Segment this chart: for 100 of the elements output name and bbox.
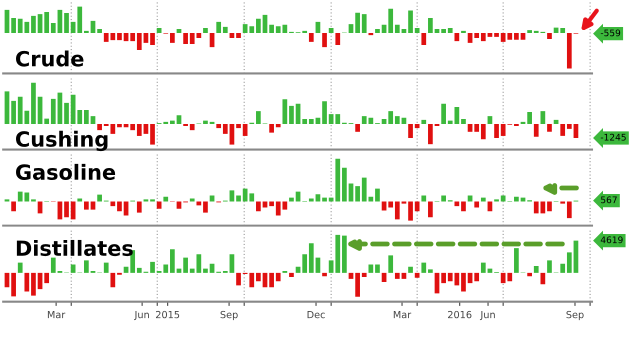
bar	[428, 201, 433, 218]
bar	[196, 254, 202, 273]
bar	[566, 124, 572, 129]
bar	[375, 188, 380, 202]
bar	[414, 28, 420, 33]
bar	[328, 28, 334, 33]
bar	[362, 272, 367, 278]
bar	[547, 32, 552, 40]
bar	[335, 32, 340, 46]
chart-title: Gasoline	[16, 164, 116, 180]
bar	[124, 266, 128, 273]
bar	[196, 32, 202, 38]
bar	[454, 32, 460, 42]
bar	[547, 201, 552, 212]
bar	[560, 124, 566, 136]
bar	[282, 99, 288, 124]
bar	[70, 94, 76, 124]
bar	[566, 32, 572, 69]
bar	[163, 196, 168, 202]
bar	[70, 264, 76, 273]
bar	[44, 118, 50, 124]
bar	[448, 120, 453, 124]
x-tick-label: Sep	[566, 310, 584, 320]
bar	[44, 12, 50, 33]
bar	[296, 266, 300, 273]
bar	[242, 24, 248, 33]
bar	[441, 272, 446, 284]
bar	[249, 272, 254, 288]
bar	[421, 32, 426, 46]
bar	[454, 272, 460, 286]
bar	[210, 32, 214, 48]
bar	[566, 252, 572, 273]
bar	[136, 124, 142, 136]
bar	[428, 124, 433, 144]
bar	[44, 272, 50, 284]
bar	[355, 186, 360, 202]
text: Crude	[16, 50, 84, 67]
bar	[50, 98, 56, 124]
bar	[388, 255, 394, 273]
bar	[488, 116, 492, 124]
bar	[24, 110, 30, 124]
bar	[368, 264, 374, 273]
bar	[77, 198, 82, 202]
bar	[256, 272, 261, 282]
bar	[448, 272, 453, 282]
bar	[308, 32, 314, 42]
bar	[434, 272, 440, 294]
bar	[394, 201, 400, 220]
bar	[428, 269, 433, 273]
bar	[500, 196, 506, 202]
bar	[480, 32, 486, 42]
bar	[190, 198, 195, 202]
bar	[236, 272, 241, 286]
bar	[156, 28, 162, 33]
bar	[84, 260, 89, 273]
bar	[527, 272, 532, 276]
bar	[136, 32, 142, 50]
bar	[322, 32, 327, 48]
bar	[414, 201, 420, 212]
bar	[18, 192, 23, 202]
bar	[500, 32, 506, 42]
bar	[335, 158, 340, 202]
bar	[362, 14, 367, 33]
text: -1245	[600, 134, 626, 141]
text: -559	[600, 29, 620, 36]
bar	[362, 178, 367, 202]
bar	[242, 124, 248, 136]
bar	[428, 18, 433, 33]
bar	[276, 124, 281, 128]
bar	[388, 8, 394, 33]
bar	[414, 272, 420, 278]
bar	[394, 272, 400, 279]
bar	[18, 262, 23, 273]
bar	[110, 124, 116, 134]
bar	[230, 254, 234, 273]
bar	[308, 243, 314, 273]
bar	[222, 124, 228, 134]
bar	[560, 28, 566, 33]
bar	[348, 272, 354, 279]
bar	[368, 196, 374, 202]
text: Cushing	[16, 130, 108, 152]
bar	[38, 201, 42, 214]
bar	[328, 198, 334, 202]
bar	[176, 115, 182, 124]
bar	[163, 264, 168, 273]
bar	[84, 110, 89, 124]
bar	[342, 168, 347, 202]
bar	[276, 201, 281, 216]
bar	[322, 272, 327, 276]
bar	[368, 32, 374, 36]
bar	[408, 266, 413, 273]
bar	[540, 272, 546, 284]
bar	[316, 258, 320, 273]
bar	[316, 22, 320, 33]
bar	[348, 184, 354, 202]
bar	[554, 28, 558, 33]
bar	[335, 234, 340, 273]
bar	[388, 201, 394, 208]
bar	[454, 201, 460, 206]
bar	[216, 124, 222, 128]
